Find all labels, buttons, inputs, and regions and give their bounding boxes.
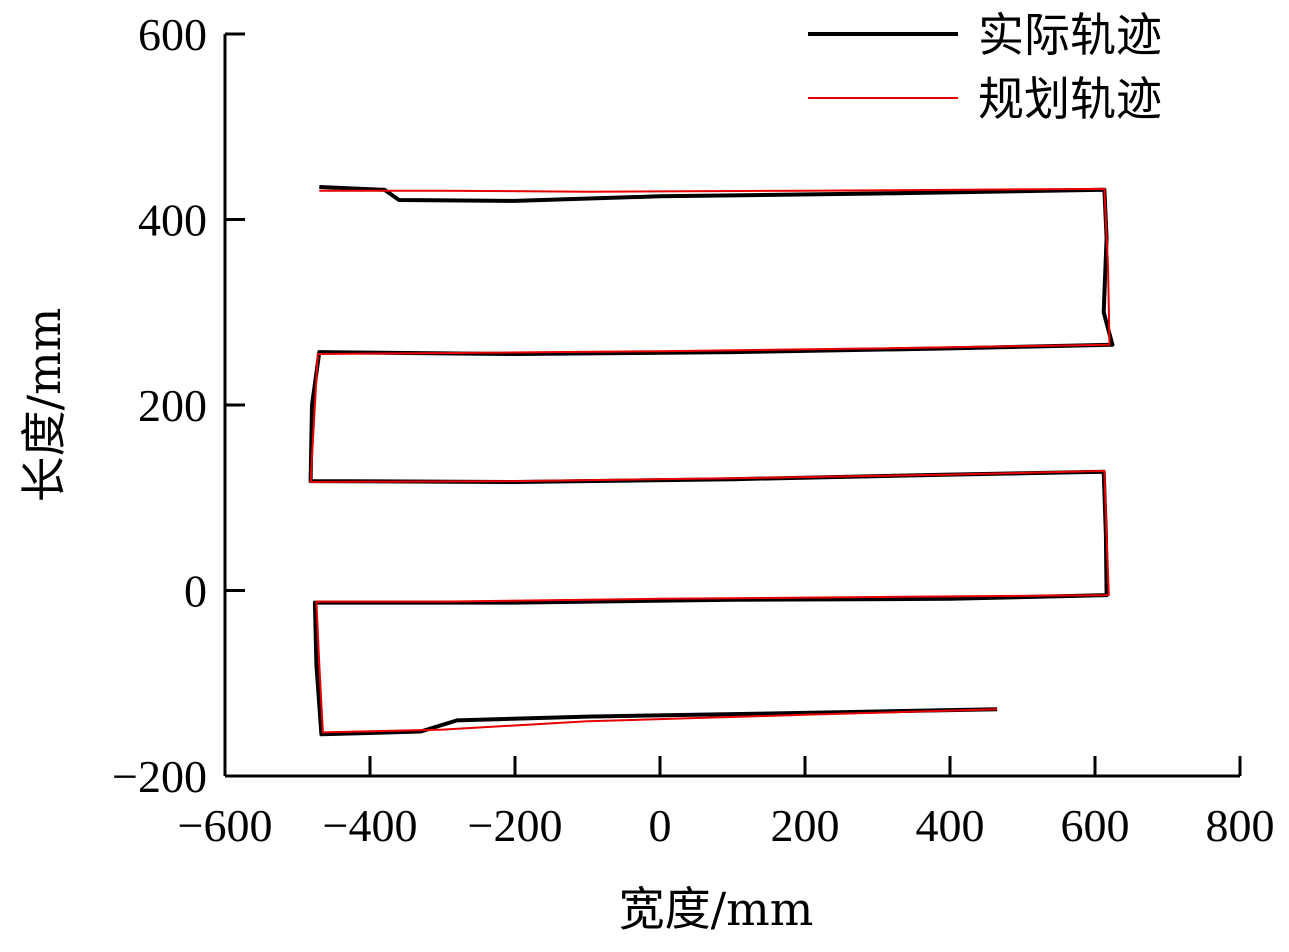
y-tick-label: 600 bbox=[138, 9, 207, 60]
legend-label-actual: 实际轨迹 bbox=[978, 8, 1162, 62]
legend-label-planned: 规划轨迹 bbox=[978, 72, 1162, 126]
y-tick-label: −200 bbox=[112, 751, 207, 802]
y-axis-title: 长度/mm bbox=[17, 308, 71, 503]
axes: −600 −400 −200 0 200 400 600 800 −200 0 200 400 600 bbox=[112, 9, 1274, 851]
series-line-actual bbox=[308, 185, 1115, 737]
x-axis-title: 宽度/mm bbox=[619, 882, 814, 936]
y-tick-label: 400 bbox=[138, 195, 207, 246]
x-tick-label: −400 bbox=[323, 800, 418, 851]
x-tick-label: −600 bbox=[178, 800, 273, 851]
y-tick-label: 200 bbox=[138, 380, 207, 431]
x-tick-label: 800 bbox=[1206, 800, 1275, 851]
x-tick-label: −200 bbox=[468, 800, 563, 851]
x-tick-label: 400 bbox=[916, 800, 985, 851]
x-tick-label: 0 bbox=[649, 800, 672, 851]
series-line-planned bbox=[309, 187, 1111, 734]
x-tick-label: 600 bbox=[1061, 800, 1130, 851]
series-layer bbox=[308, 185, 1115, 737]
y-tick-label: 0 bbox=[184, 566, 207, 617]
x-tick-label: 200 bbox=[771, 800, 840, 851]
